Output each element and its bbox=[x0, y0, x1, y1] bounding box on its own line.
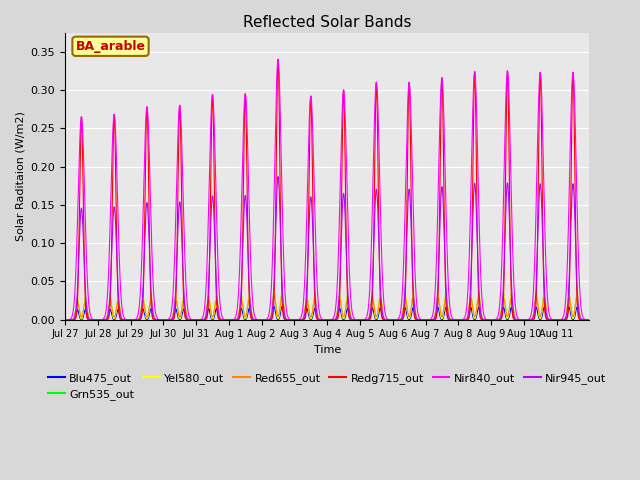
Red655_out bbox=[371, 312, 379, 317]
Line: Nir840_out: Nir840_out bbox=[65, 60, 589, 320]
Grn535_out bbox=[450, 317, 458, 323]
Yel580_out bbox=[450, 317, 458, 323]
Line: Nir945_out: Nir945_out bbox=[65, 177, 589, 320]
Nir945_out bbox=[586, 317, 593, 323]
Yel580_out bbox=[586, 317, 593, 323]
Redg715_out bbox=[478, 317, 486, 323]
Red655_out bbox=[478, 313, 486, 319]
Redg715_out bbox=[61, 317, 69, 323]
Nir945_out bbox=[478, 315, 486, 321]
Nir840_out bbox=[251, 314, 259, 320]
Redg715_out bbox=[88, 317, 95, 323]
Blu475_out bbox=[450, 317, 458, 323]
Red655_out bbox=[251, 317, 259, 323]
Nir945_out bbox=[394, 317, 402, 323]
Grn535_out bbox=[394, 317, 402, 323]
Yel580_out bbox=[478, 315, 486, 321]
Line: Redg715_out: Redg715_out bbox=[65, 60, 589, 320]
Yel580_out bbox=[394, 317, 402, 323]
Grn535_out bbox=[251, 317, 259, 323]
Blu475_out bbox=[586, 317, 593, 323]
Blu475_out bbox=[270, 304, 278, 310]
Nir840_out bbox=[478, 294, 486, 300]
Y-axis label: Solar Raditaion (W/m2): Solar Raditaion (W/m2) bbox=[15, 111, 25, 241]
Nir840_out bbox=[88, 315, 95, 321]
Yel580_out bbox=[251, 317, 259, 323]
Text: BA_arable: BA_arable bbox=[76, 40, 145, 53]
Nir945_out bbox=[88, 317, 95, 323]
Blu475_out bbox=[478, 316, 486, 322]
Nir945_out bbox=[450, 317, 458, 323]
Yel580_out bbox=[270, 289, 278, 295]
Redg715_out bbox=[450, 317, 458, 323]
Legend: Blu475_out, Grn535_out, Yel580_out, Red655_out, Redg715_out, Nir840_out, Nir945_: Blu475_out, Grn535_out, Yel580_out, Red6… bbox=[44, 368, 611, 405]
Grn535_out bbox=[478, 315, 486, 321]
Redg715_out bbox=[586, 317, 593, 323]
Red655_out bbox=[61, 317, 69, 323]
Grn535_out bbox=[61, 317, 69, 323]
Yel580_out bbox=[371, 313, 379, 319]
Red655_out bbox=[394, 317, 402, 323]
Red655_out bbox=[450, 317, 458, 323]
Title: Reflected Solar Bands: Reflected Solar Bands bbox=[243, 15, 412, 30]
Redg715_out bbox=[274, 57, 282, 62]
Red655_out bbox=[88, 317, 95, 323]
Blu475_out bbox=[394, 317, 402, 323]
Blu475_out bbox=[251, 317, 259, 323]
Red655_out bbox=[270, 293, 278, 299]
Nir945_out bbox=[61, 317, 69, 323]
Nir840_out bbox=[450, 316, 458, 322]
Grn535_out bbox=[586, 317, 593, 323]
Red655_out bbox=[586, 317, 593, 323]
Nir840_out bbox=[371, 90, 379, 96]
Line: Yel580_out: Yel580_out bbox=[65, 292, 589, 320]
Nir840_out bbox=[394, 316, 402, 322]
Redg715_out bbox=[371, 114, 379, 120]
Blu475_out bbox=[88, 317, 95, 323]
Line: Grn535_out: Grn535_out bbox=[65, 292, 589, 320]
Redg715_out bbox=[394, 317, 402, 323]
Yel580_out bbox=[61, 317, 69, 323]
Nir945_out bbox=[371, 197, 379, 203]
Nir840_out bbox=[586, 317, 593, 323]
Redg715_out bbox=[251, 317, 259, 323]
Nir840_out bbox=[61, 317, 69, 323]
Blu475_out bbox=[371, 316, 379, 322]
Nir945_out bbox=[274, 174, 282, 180]
X-axis label: Time: Time bbox=[314, 345, 341, 355]
Nir840_out bbox=[274, 57, 282, 62]
Grn535_out bbox=[88, 317, 95, 323]
Yel580_out bbox=[88, 317, 95, 323]
Line: Blu475_out: Blu475_out bbox=[65, 307, 589, 320]
Blu475_out bbox=[61, 317, 69, 323]
Nir945_out bbox=[251, 317, 259, 323]
Grn535_out bbox=[371, 313, 379, 319]
Line: Red655_out: Red655_out bbox=[65, 296, 589, 320]
Grn535_out bbox=[270, 289, 278, 295]
